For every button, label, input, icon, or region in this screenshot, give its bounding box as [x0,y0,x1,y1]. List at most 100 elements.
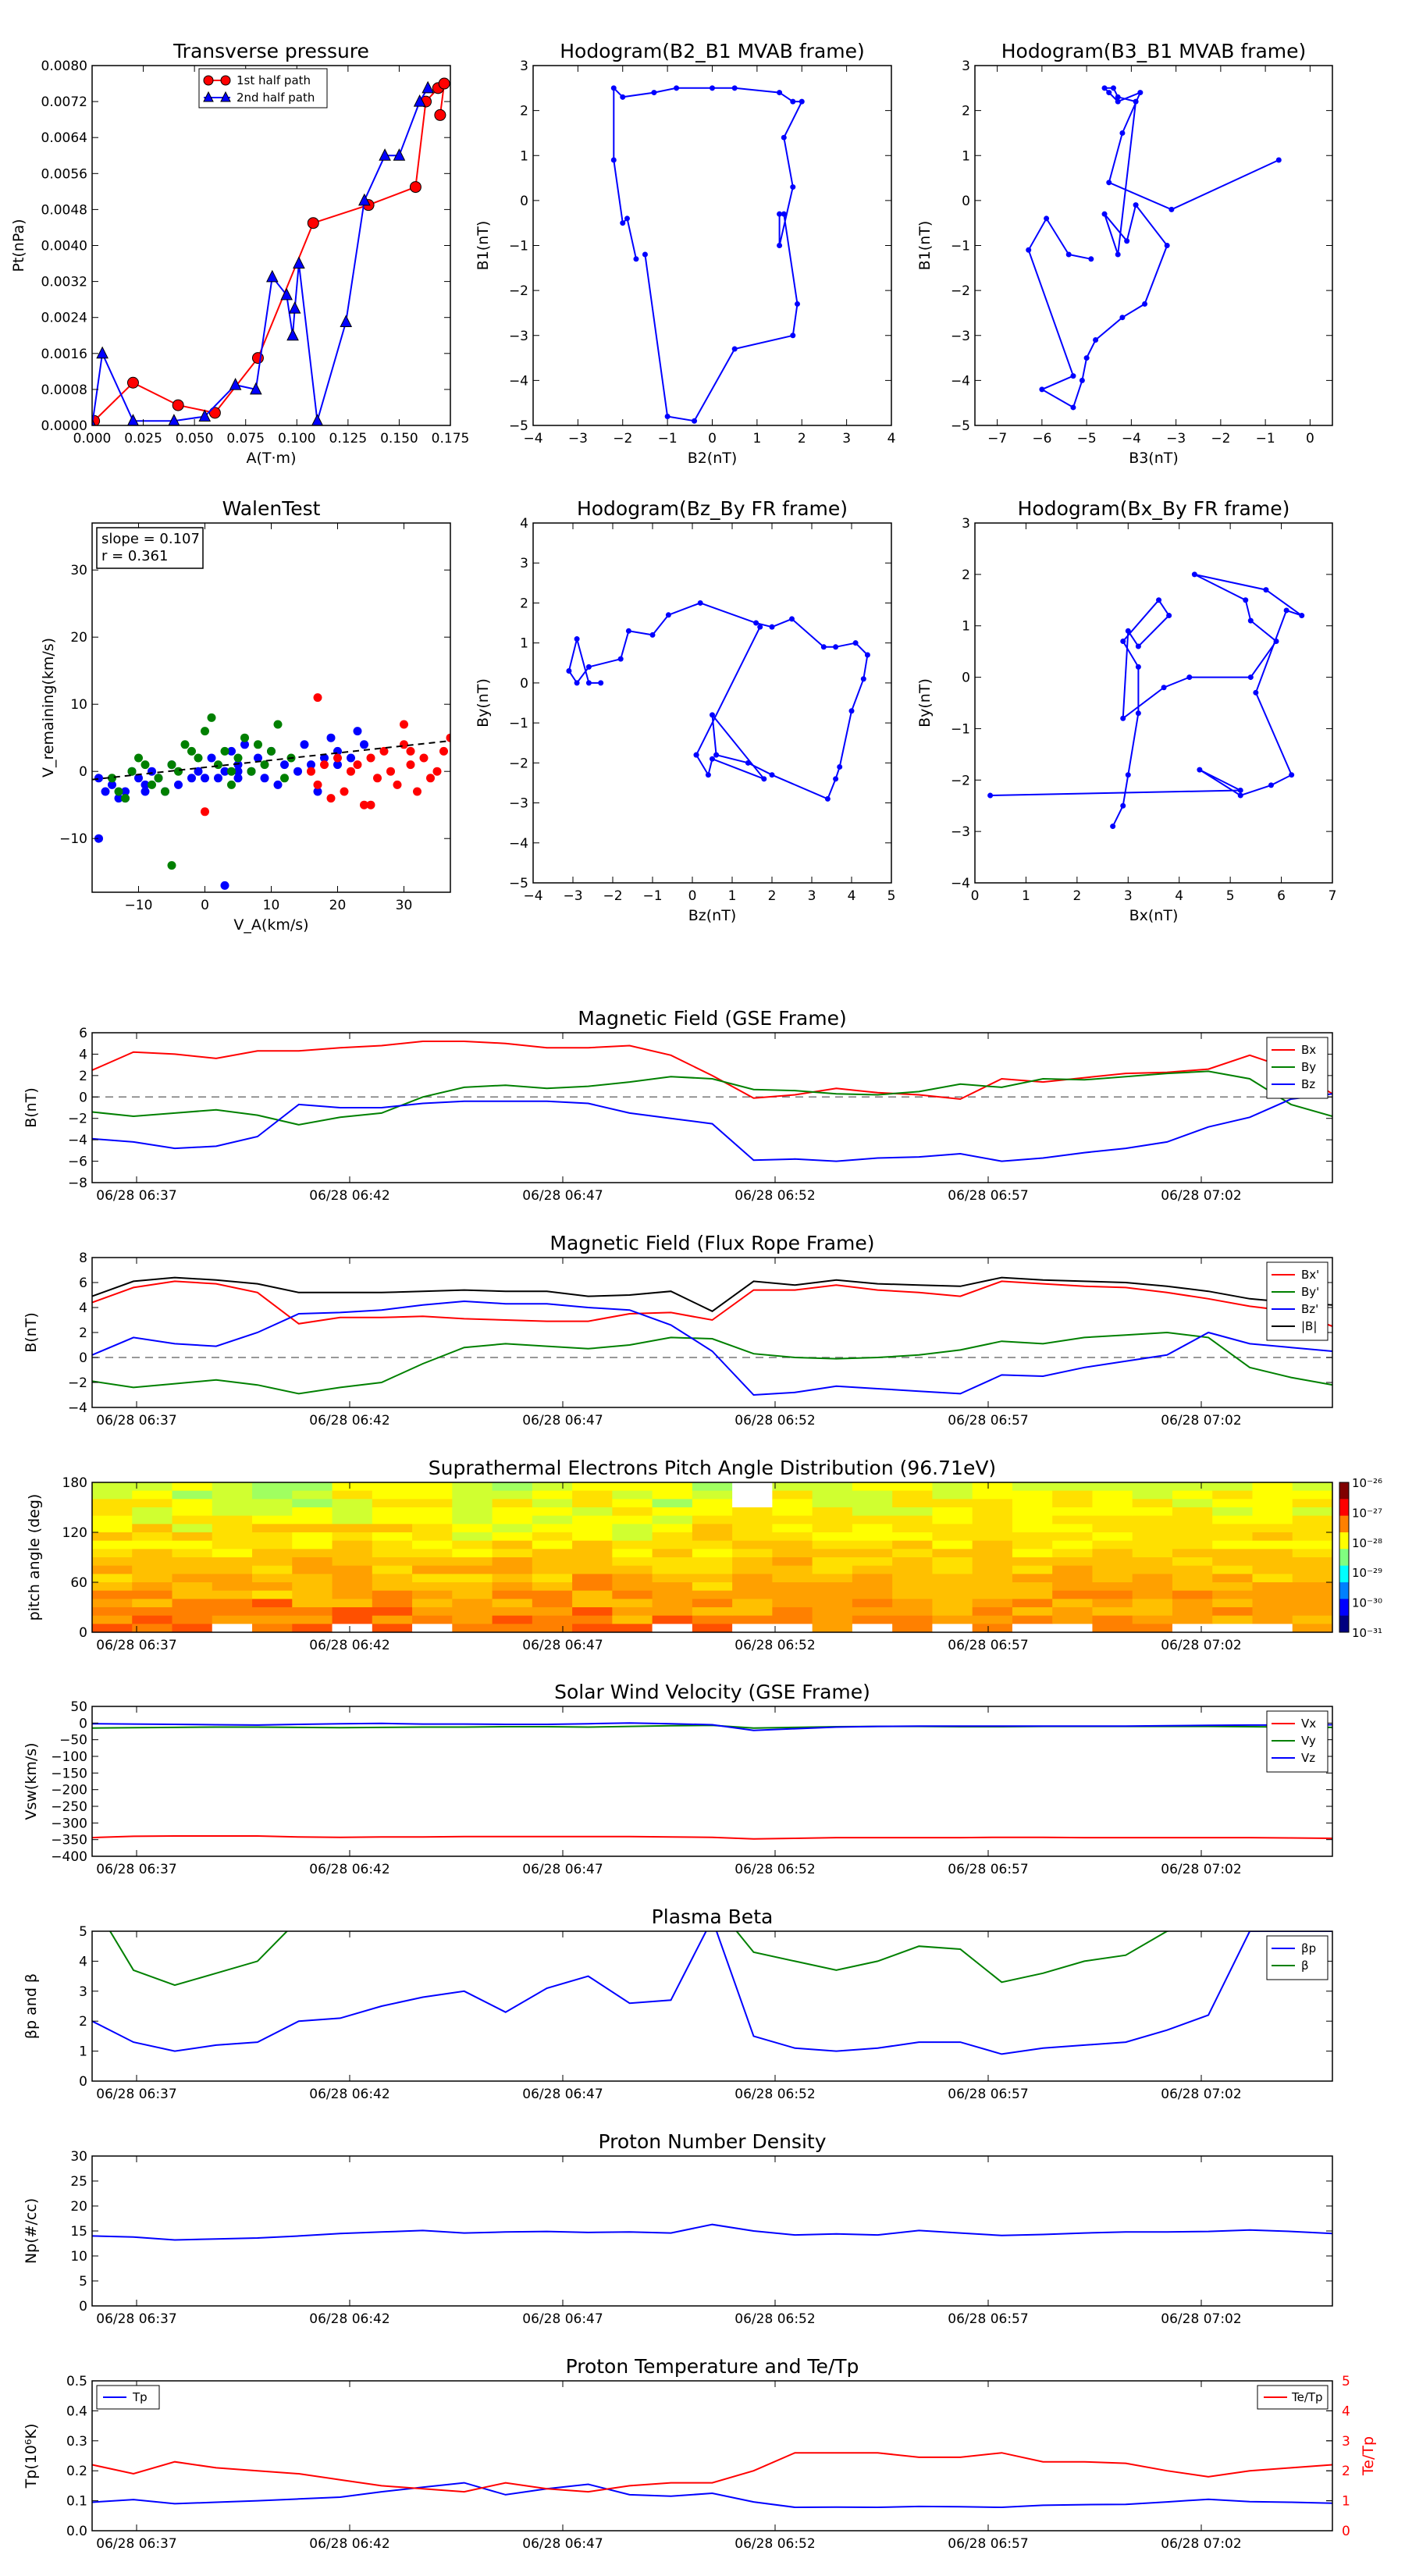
heatmap-cell [852,1565,893,1574]
scatter-point [201,774,209,783]
heatmap-cell [1132,1607,1173,1617]
data-point [585,664,592,670]
heatmap-cell [412,1490,453,1500]
heatmap-cell [92,1599,133,1608]
scatter-point [347,767,355,776]
heatmap-cell [1252,1524,1293,1533]
heatmap-cell [1132,1615,1173,1624]
colorbar-tick-label: 10⁻²⁷ [1352,1506,1382,1520]
y-tick-label: 30 [70,2149,87,2165]
heatmap-cell [572,1490,613,1500]
time-tick-label: 06/28 06:42 [309,2536,389,2552]
heatmap-cell [652,1599,693,1608]
time-tick-label: 06/28 06:37 [96,1862,176,1877]
heatmap-cell [732,1532,773,1542]
heatmap-cell [812,1557,853,1567]
time-tick-label: 06/28 07:02 [1161,2536,1241,2552]
x-tick-label: −10 [125,898,153,913]
heatmap-cell [1052,1599,1093,1608]
heatmap-cell [692,1482,733,1492]
heatmap-cell [292,1524,333,1533]
heatmap-cell [812,1574,853,1583]
heatmap-cell [1052,1565,1093,1574]
heatmap-cell [132,1482,173,1492]
x-tick-label: 0 [1306,431,1314,447]
data-point [1106,180,1112,186]
data-point [126,376,139,389]
heatmap-cell [1092,1515,1133,1525]
y-tick-label: 4 [79,1047,87,1062]
colorbar-tick-label: 10⁻³¹ [1352,1626,1382,1640]
y-tick-label: −400 [51,1849,87,1865]
heatmap-cell [332,1549,373,1558]
heatmap-cell [212,1490,253,1500]
colorbar-segment [1339,1532,1349,1550]
heatmap-cell [212,1515,253,1525]
heatmap-cell [652,1590,693,1599]
heatmap-cell [1212,1574,1253,1583]
chart-title: Hodogram(B2_B1 MVAB frame) [560,40,865,62]
heatmap-cell [572,1549,613,1558]
data-point [598,680,604,686]
y-tick-label: 0 [79,1350,87,1366]
x-tick-label: −1 [658,431,678,447]
heatmap-cell [732,1557,773,1567]
scatter-point [419,753,429,763]
y-tick-label: −1 [509,716,528,731]
data-point [1120,715,1126,721]
heatmap-cell [492,1607,533,1617]
scatter-point [140,760,150,770]
y-tick-label: −250 [51,1799,87,1815]
heatmap-cell [412,1499,453,1508]
heatmap-cell [652,1507,693,1517]
time-tick-label: 06/28 06:42 [309,1413,389,1429]
heatmap-cell [532,1565,573,1574]
heatmap-cell [1092,1615,1133,1624]
heatmap-cell [972,1490,1013,1500]
heatmap-cell [852,1607,893,1617]
legend-label: βp [1301,1941,1316,1955]
time-tick-label: 06/28 07:02 [1161,1638,1241,1653]
heatmap-cell [732,1499,773,1508]
data-point [1101,211,1108,217]
heatmap-cell [892,1482,933,1492]
heatmap-cell [972,1599,1013,1608]
x-tick-label: −3 [568,431,588,447]
scatter-point [194,753,203,763]
heatmap-cell [852,1549,893,1558]
heatmap-cell [372,1549,413,1558]
scatter-point [154,774,163,783]
heatmap-cell [1012,1565,1053,1574]
heatmap-cell [332,1482,373,1492]
x-axis-label: Bx(nT) [1129,907,1179,924]
time-tick-label: 06/28 06:57 [948,1862,1028,1877]
scatter-point [108,774,116,783]
y-tick-label: −150 [51,1766,87,1781]
heatmap-cell [172,1557,213,1567]
legend-label: Bz [1301,1077,1315,1091]
x-tick-label: 5 [887,888,896,904]
heatmap-cell [732,1549,773,1558]
heatmap-cell [252,1565,293,1574]
heatmap-cell [92,1607,133,1617]
heatmap-cell [1292,1540,1333,1550]
data-point [692,418,698,424]
heatmap-cell [292,1590,333,1599]
heatmap-cell [452,1532,493,1542]
heatmap-cell [252,1524,293,1533]
y-tick-label: 1 [962,148,970,164]
legend-label: 1st half path [237,73,311,87]
heatmap-cell [612,1624,653,1633]
heatmap-cell [572,1499,613,1508]
heatmap-cell [372,1557,413,1567]
x-tick-label: −7 [987,431,1007,447]
y-tick-label: −1 [951,239,970,254]
heatmap-cell [1092,1607,1133,1617]
scatter-point [446,733,450,742]
data-point [1133,98,1139,105]
heatmap-cell [812,1615,853,1624]
time-tick-label: 06/28 06:42 [309,1862,389,1877]
heatmap-cell [812,1540,853,1550]
heatmap-cell [1012,1507,1053,1517]
y-tick-label: 0 [79,1090,87,1105]
